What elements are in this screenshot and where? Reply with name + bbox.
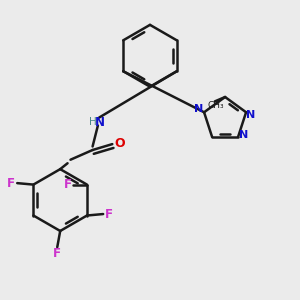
Text: N: N [239, 130, 248, 140]
Text: H: H [89, 117, 97, 127]
Text: F: F [7, 177, 15, 190]
Text: F: F [105, 208, 113, 220]
Text: F: F [53, 247, 61, 260]
Text: N: N [194, 104, 203, 114]
Text: O: O [115, 137, 125, 150]
Text: N: N [95, 116, 105, 128]
Text: N: N [246, 110, 255, 120]
Text: F: F [64, 178, 72, 191]
Text: CH₃: CH₃ [207, 101, 224, 110]
